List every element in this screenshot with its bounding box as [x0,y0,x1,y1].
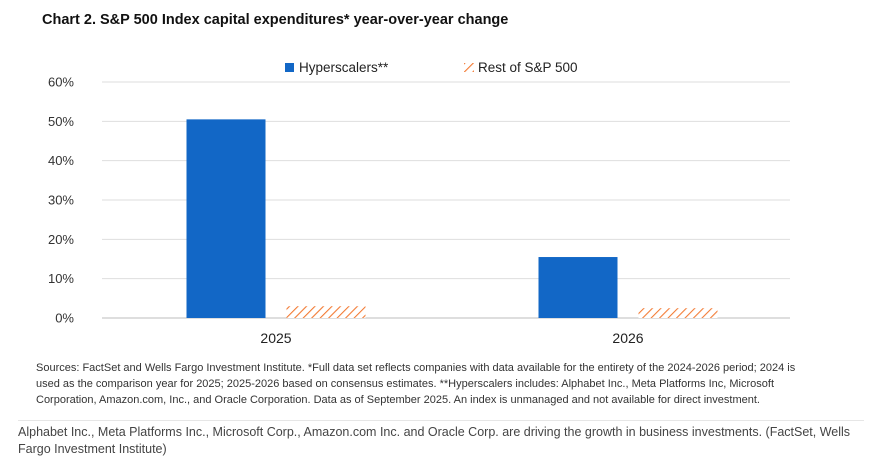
chart-plot: 0% 10% 20% 30% 40% 50% 60% 2025 2026 Hyperscale… [48,60,790,346]
y-tick-label: 30% [48,193,74,208]
y-tick-label: 50% [48,114,74,129]
legend-label: Rest of S&P 500 [478,60,578,75]
chart-sources-note: Sources: FactSet and Wells Fargo Investm… [36,362,796,406]
chart-title: Chart 2. S&P 500 Index capital expenditu… [42,12,509,28]
bar-rest-of-sp500-2026 [638,308,718,318]
x-category-label: 2025 [260,330,291,346]
legend-swatch-hyperscalers [285,63,294,72]
y-tick-label: 0% [55,311,74,326]
y-tick-label: 10% [48,271,74,286]
bar-hyperscalers-2026 [538,257,618,318]
y-tick-label: 40% [48,153,74,168]
chart-figure: Chart 2. S&P 500 Index capital expenditu… [18,0,864,421]
x-category-label: 2026 [612,330,643,346]
y-tick-label: 20% [48,232,74,247]
y-tick-label: 60% [48,75,74,90]
figure-caption: Alphabet Inc., Meta Platforms Inc., Micr… [18,425,851,456]
legend-label: Hyperscalers** [299,60,389,75]
bar-rest-of-sp500-2025 [286,306,366,318]
bar-hyperscalers-2025 [186,119,266,318]
legend-swatch-rest-of-sp500 [464,63,474,72]
